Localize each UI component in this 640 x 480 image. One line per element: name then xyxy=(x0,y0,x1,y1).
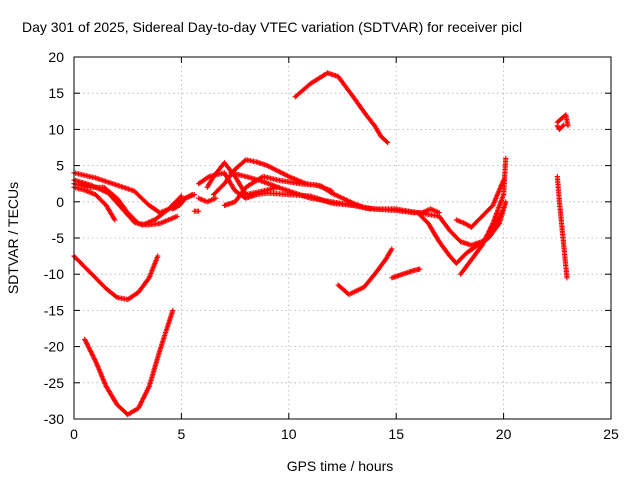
plus-markers xyxy=(554,173,570,281)
plus-markers xyxy=(191,208,202,214)
series-arc17 xyxy=(389,266,423,281)
plus-markers xyxy=(82,307,176,418)
x-tick-label: 20 xyxy=(496,426,512,442)
series-arc9 xyxy=(191,208,202,214)
series-arc25 xyxy=(554,173,570,281)
series-arc5 xyxy=(71,253,161,303)
y-tick-label: 5 xyxy=(56,158,64,174)
plus-markers xyxy=(221,173,335,208)
series-arc14 xyxy=(228,170,281,190)
y-tick-label: 20 xyxy=(48,49,64,65)
y-tick-label: 15 xyxy=(48,85,64,101)
x-tick-label: 15 xyxy=(388,426,404,442)
y-axis-label: SDTVAR / TECUs xyxy=(5,182,21,294)
x-tick-label: 25 xyxy=(603,426,619,442)
plus-markers xyxy=(389,266,423,281)
chart-title: Day 301 of 2025, Sidereal Day-to-day VTE… xyxy=(22,19,522,35)
plus-markers xyxy=(196,195,219,205)
plus-markers xyxy=(211,157,378,212)
y-tick-label: -5 xyxy=(52,230,65,246)
plus-markers xyxy=(554,112,571,129)
plus-markers xyxy=(292,70,391,145)
y-tick-label: -20 xyxy=(44,339,64,355)
series-arc12 xyxy=(211,157,378,212)
plus-markers xyxy=(71,184,118,223)
grid-lines xyxy=(74,57,611,419)
y-tick-label: -30 xyxy=(44,411,64,427)
axis-ticks: 0 5 10 15 20 25 20 15 10 5 0 -5 -10 -15 -20 -25 -30 xyxy=(44,49,619,442)
y-tick-label: 10 xyxy=(48,121,64,137)
x-tick-label: 0 xyxy=(70,426,78,442)
x-tick-label: 5 xyxy=(178,426,186,442)
series-arc8 xyxy=(170,192,195,212)
series-arc3 xyxy=(71,184,118,223)
x-axis-label: GPS time / hours xyxy=(287,458,394,474)
data-points xyxy=(71,70,571,418)
plus-markers xyxy=(170,192,195,212)
series-arc16 xyxy=(335,246,395,298)
plus-markers xyxy=(468,177,507,230)
series-arc6 xyxy=(82,307,176,418)
plus-markers xyxy=(71,253,161,303)
plus-markers xyxy=(458,155,509,277)
series-arc21 xyxy=(458,155,509,277)
plus-markers xyxy=(335,246,395,298)
y-tick-label: 0 xyxy=(56,194,64,210)
plus-markers xyxy=(228,170,281,190)
y-tick-label: -15 xyxy=(44,302,64,318)
series-arc24 xyxy=(554,122,567,132)
y-tick-label: -25 xyxy=(44,375,64,391)
series-arc23 xyxy=(554,112,571,129)
series-arc10 xyxy=(196,170,507,248)
series-arc7 xyxy=(196,195,219,205)
series-arc13 xyxy=(221,173,335,208)
plus-markers xyxy=(196,170,507,248)
x-tick-label: 10 xyxy=(281,426,297,442)
plus-markers xyxy=(554,122,567,132)
series-arc22 xyxy=(468,177,507,230)
series-arc15 xyxy=(292,70,391,145)
y-tick-label: -10 xyxy=(44,266,64,282)
